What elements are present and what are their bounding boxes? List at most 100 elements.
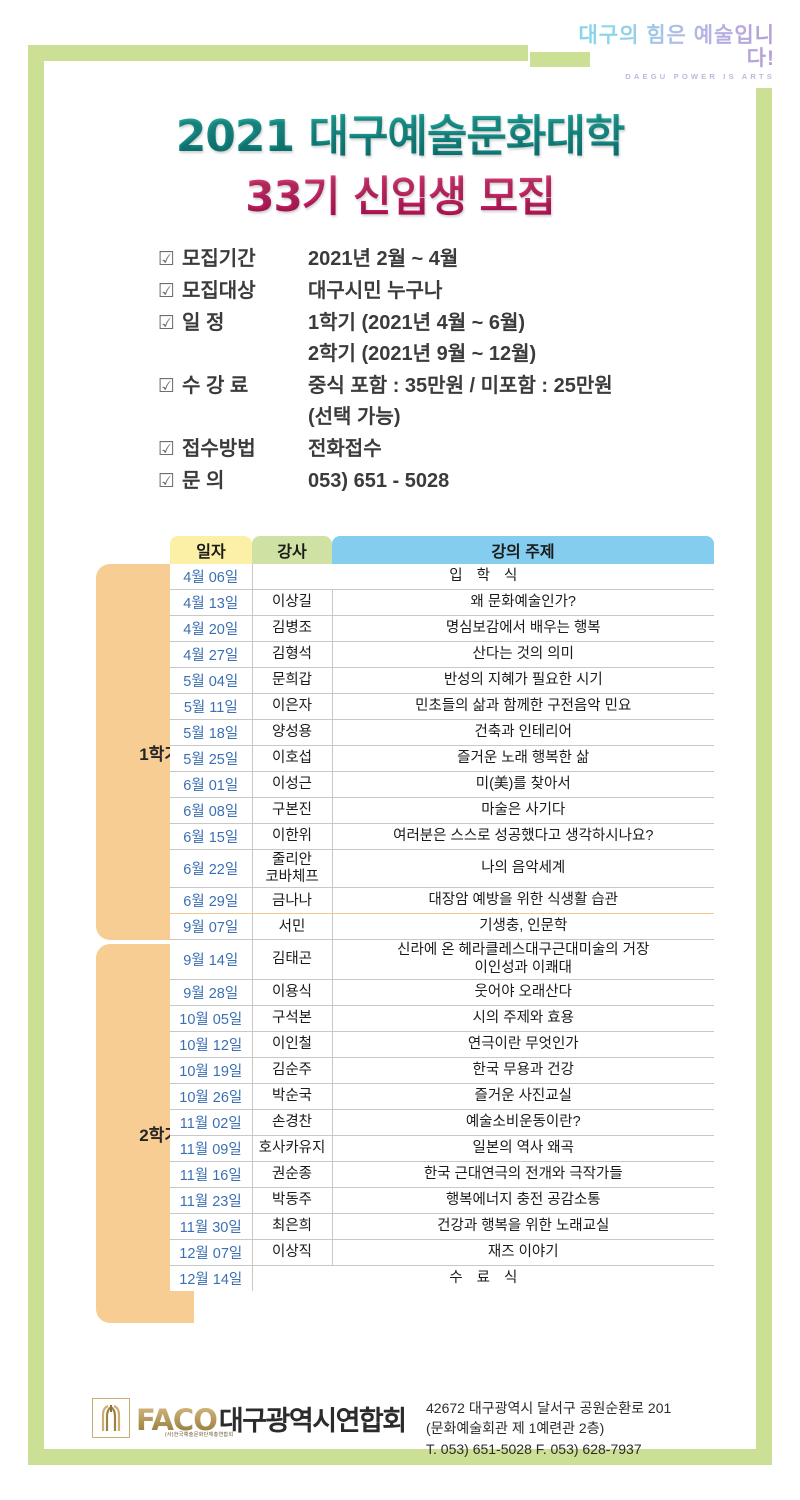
cell-topic: 신라에 온 헤라클레스대구근대미술의 거장 이인성과 이쾌대 bbox=[332, 939, 714, 981]
checkbox-checked-icon: ☑ bbox=[158, 249, 176, 270]
table-row: 6월 22일 줄리안 코바체프 나의 음악세계 bbox=[170, 849, 714, 889]
cell-date: 4월 13일 bbox=[170, 589, 253, 616]
frame-top-stub bbox=[530, 52, 590, 67]
table-row: 10월 12일 이인철 연극이란 무엇인가 bbox=[170, 1031, 714, 1059]
cell-date: 6월 29일 bbox=[170, 887, 253, 915]
cell-topic: 반성의 지혜가 필요한 시기 bbox=[332, 667, 714, 694]
cell-date: 10월 19일 bbox=[170, 1057, 253, 1085]
info-value: 053) 651 - 5028 bbox=[308, 470, 450, 492]
info-value: 전화접수 bbox=[308, 438, 382, 460]
cell-date: 6월 08일 bbox=[170, 797, 253, 824]
cell-teacher: 박동주 bbox=[252, 1187, 333, 1215]
cell-date: 11월 23일 bbox=[170, 1187, 253, 1215]
cell-topic: 기생충, 인문학 bbox=[332, 913, 714, 941]
cell-teacher: 손경찬 bbox=[252, 1109, 333, 1137]
cell-teacher: 김병조 bbox=[252, 615, 333, 642]
cell-date: 4월 27일 bbox=[170, 641, 253, 668]
cell-teacher: 이상길 bbox=[252, 589, 333, 616]
cell-teacher: 서민 bbox=[252, 913, 333, 941]
cell-teacher: 양성용 bbox=[252, 719, 333, 746]
cell-teacher: 구석본 bbox=[252, 1005, 333, 1033]
cell-teacher: 김형석 bbox=[252, 641, 333, 668]
cell-date: 5월 04일 bbox=[170, 667, 253, 694]
cell-date: 10월 26일 bbox=[170, 1083, 253, 1111]
table-row: 5월 18일 양성용 건축과 인테리어 bbox=[170, 719, 714, 746]
cell-teacher: 구본진 bbox=[252, 797, 333, 824]
table-row: 6월 01일 이성근 미(美)를 찾아서 bbox=[170, 771, 714, 798]
checkbox-checked-icon: ☑ bbox=[158, 313, 176, 334]
cell-date: 5월 25일 bbox=[170, 745, 253, 772]
cell-topic: 나의 음악세계 bbox=[332, 849, 714, 889]
info-row: ☑ 문 의 053) 651 - 5028 bbox=[158, 466, 758, 497]
table-row: 11월 23일 박동주 행복에너지 충전 공감소통 bbox=[170, 1187, 714, 1215]
poster-title-main: 2021 대구예술문화대학 bbox=[0, 100, 800, 164]
cell-topic: 건강과 행복을 위한 노래교실 bbox=[332, 1213, 714, 1241]
table-row: 11월 30일 최은희 건강과 행복을 위한 노래교실 bbox=[170, 1213, 714, 1241]
faco-wordmark: FACO (사)한국예술문화단체총연합회 대구광역시연합회 bbox=[136, 1399, 407, 1438]
column-header-topic: 강의 주제 bbox=[332, 536, 714, 564]
cell-date: 11월 09일 bbox=[170, 1135, 253, 1163]
table-row: 4월 06일 입 학 식 bbox=[170, 564, 714, 590]
cell-topic: 한국 무용과 건강 bbox=[332, 1057, 714, 1085]
daegu-slogan-logo: 대구의 힘은 예술입니다! DAEGU POWER IS ARTS bbox=[560, 24, 775, 81]
info-label: 수 강 료 bbox=[182, 375, 249, 397]
table-row: 12월 14일 수 료 식 bbox=[170, 1265, 714, 1292]
cell-topic: 웃어야 오래산다 bbox=[332, 979, 714, 1007]
cell-date: 6월 22일 bbox=[170, 849, 253, 889]
cell-topic: 즐거운 노래 행복한 삶 bbox=[332, 745, 714, 772]
cell-topic: 예술소비운동이란? bbox=[332, 1109, 714, 1137]
cell-date: 11월 30일 bbox=[170, 1213, 253, 1241]
cell-date: 12월 07일 bbox=[170, 1239, 253, 1267]
table-row: 6월 08일 구본진 마술은 사기다 bbox=[170, 797, 714, 824]
table-row: 10월 26일 박순국 즐거운 사진교실 bbox=[170, 1083, 714, 1111]
cell-teacher: 금나나 bbox=[252, 887, 333, 915]
cell-teacher: 김순주 bbox=[252, 1057, 333, 1085]
table-row: 4월 20일 김병조 명심보감에서 배우는 행복 bbox=[170, 615, 714, 642]
table-row: 6월 29일 금나나 대장암 예방을 위한 식생활 습관 bbox=[170, 887, 714, 915]
table-row: 5월 11일 이은자 민초들의 삶과 함께한 구전음악 민요 bbox=[170, 693, 714, 720]
cell-topic: 여러분은 스스로 성공했다고 생각하시나요? bbox=[332, 823, 714, 850]
cell-teacher: 김태곤 bbox=[252, 939, 333, 981]
table-row: 9월 28일 이용식 웃어야 오래산다 bbox=[170, 979, 714, 1007]
column-header-teacher: 강사 bbox=[252, 536, 332, 564]
checkbox-checked-icon: ☑ bbox=[158, 376, 176, 397]
cell-teacher: 호사카유지 bbox=[252, 1135, 333, 1163]
cell-topic: 즐거운 사진교실 bbox=[332, 1083, 714, 1111]
frame-top-bar bbox=[28, 45, 528, 61]
table-row: 9월 14일 김태곤 신라에 온 헤라클레스대구근대미술의 거장 이인성과 이쾌대 bbox=[170, 939, 714, 981]
cell-teacher: 이한위 bbox=[252, 823, 333, 850]
table-row: 11월 02일 손경찬 예술소비운동이란? bbox=[170, 1109, 714, 1137]
cell-date: 10월 12일 bbox=[170, 1031, 253, 1059]
frame-left-bar bbox=[28, 45, 44, 1465]
cell-topic: 일본의 역사 왜곡 bbox=[332, 1135, 714, 1163]
cell-topic: 연극이란 무엇인가 bbox=[332, 1031, 714, 1059]
cell-topic: 재즈 이야기 bbox=[332, 1239, 714, 1267]
faco-logo: FACO (사)한국예술문화단체총연합회 대구광역시연합회 bbox=[92, 1398, 412, 1438]
table-row: 10월 19일 김순주 한국 무용과 건강 bbox=[170, 1057, 714, 1085]
footer-address-block: 42672 대구광역시 달서구 공원순환로 201 (문화예술회관 제 1예련관… bbox=[426, 1400, 672, 1457]
cell-topic: 행복에너지 충전 공감소통 bbox=[332, 1187, 714, 1215]
cell-date: 11월 16일 bbox=[170, 1161, 253, 1189]
cell-topic: 수 료 식 bbox=[252, 1265, 714, 1292]
recruitment-info-list: ☑ 모집기간 2021년 2월 ~ 4월 ☑ 모집대상 대구시민 누구나 ☑ 일… bbox=[158, 244, 758, 498]
cell-date: 6월 15일 bbox=[170, 823, 253, 850]
cell-topic: 마술은 사기다 bbox=[332, 797, 714, 824]
table-row: 5월 25일 이호섭 즐거운 노래 행복한 삶 bbox=[170, 745, 714, 772]
checkbox-checked-icon: ☑ bbox=[158, 439, 176, 460]
info-row: ☑ 모집대상 대구시민 누구나 bbox=[158, 276, 758, 307]
info-label: 모집기간 bbox=[182, 248, 256, 270]
info-value: 2021년 2월 ~ 4월 bbox=[308, 248, 459, 270]
table-row: 5월 04일 문희갑 반성의 지혜가 필요한 시기 bbox=[170, 667, 714, 694]
cell-teacher: 이성근 bbox=[252, 771, 333, 798]
faco-word-text: FACO bbox=[136, 1402, 218, 1437]
cell-date: 9월 14일 bbox=[170, 939, 253, 981]
faco-emblem-icon bbox=[92, 1398, 130, 1438]
table-row: 6월 15일 이한위 여러분은 스스로 성공했다고 생각하시나요? bbox=[170, 823, 714, 850]
cell-date: 4월 06일 bbox=[170, 564, 253, 590]
cell-topic: 미(美)를 찾아서 bbox=[332, 771, 714, 798]
cell-teacher: 권순종 bbox=[252, 1161, 333, 1189]
info-label: 모집대상 bbox=[182, 280, 256, 302]
cell-date: 9월 28일 bbox=[170, 979, 253, 1007]
cell-topic: 건축과 인테리어 bbox=[332, 719, 714, 746]
cell-teacher: 문희갑 bbox=[252, 667, 333, 694]
